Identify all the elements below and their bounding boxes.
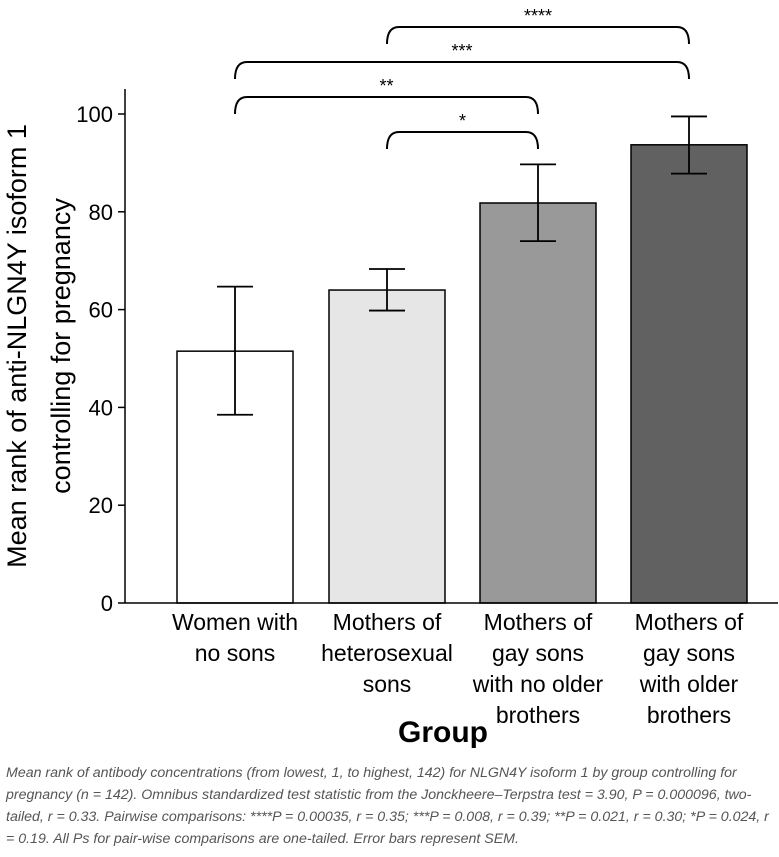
y-axis-title: controlling for pregnancy bbox=[46, 198, 76, 494]
x-tick-label: Mothers of bbox=[484, 609, 593, 635]
y-tick-label: 20 bbox=[89, 493, 113, 518]
figure-caption: Mean rank of antibody concentrations (fr… bbox=[6, 765, 769, 847]
significance-bracket bbox=[386, 131, 539, 150]
x-tick-label: with older bbox=[639, 671, 739, 697]
x-tick-label: Women with bbox=[172, 609, 298, 635]
y-tick-label: 40 bbox=[89, 395, 113, 420]
x-tick-label: gay sons bbox=[643, 640, 735, 666]
bar bbox=[479, 202, 597, 604]
significance-label: * bbox=[459, 111, 466, 131]
x-tick-label: sons bbox=[363, 671, 412, 697]
bar-chart: 0 20 40 60 80 100 Women with no sons Mothers of h… bbox=[2, 6, 778, 749]
significance-bracket bbox=[386, 26, 690, 45]
y-tick-label: 80 bbox=[89, 200, 113, 225]
significance-label: *** bbox=[451, 41, 472, 61]
significance-label: ** bbox=[379, 76, 393, 96]
x-tick-label: heterosexual bbox=[321, 640, 453, 666]
chart-area: 0 20 40 60 80 100 Women with no sons Mothers of h… bbox=[2, 6, 778, 749]
x-tick-label: gay sons bbox=[492, 640, 584, 666]
y-tick-label: 100 bbox=[76, 102, 113, 127]
bar bbox=[630, 144, 748, 604]
x-tick-label: brothers bbox=[496, 702, 580, 728]
x-tick-label: no sons bbox=[195, 640, 276, 666]
x-tick-label: brothers bbox=[647, 702, 731, 728]
significance-bracket bbox=[234, 61, 690, 80]
significance-bracket bbox=[234, 96, 539, 115]
y-axis-title: Mean rank of anti-NLGN4Y isoform 1 bbox=[2, 124, 32, 568]
bar bbox=[328, 289, 446, 604]
y-tick-label: 60 bbox=[89, 298, 113, 323]
significance-label: **** bbox=[524, 6, 552, 26]
x-tick-label: Mothers of bbox=[635, 609, 744, 635]
x-tick-label: Mothers of bbox=[333, 609, 442, 635]
x-tick-label: with no older bbox=[472, 671, 604, 697]
x-axis-title: Group bbox=[398, 716, 488, 749]
y-tick-label: 0 bbox=[101, 591, 113, 616]
